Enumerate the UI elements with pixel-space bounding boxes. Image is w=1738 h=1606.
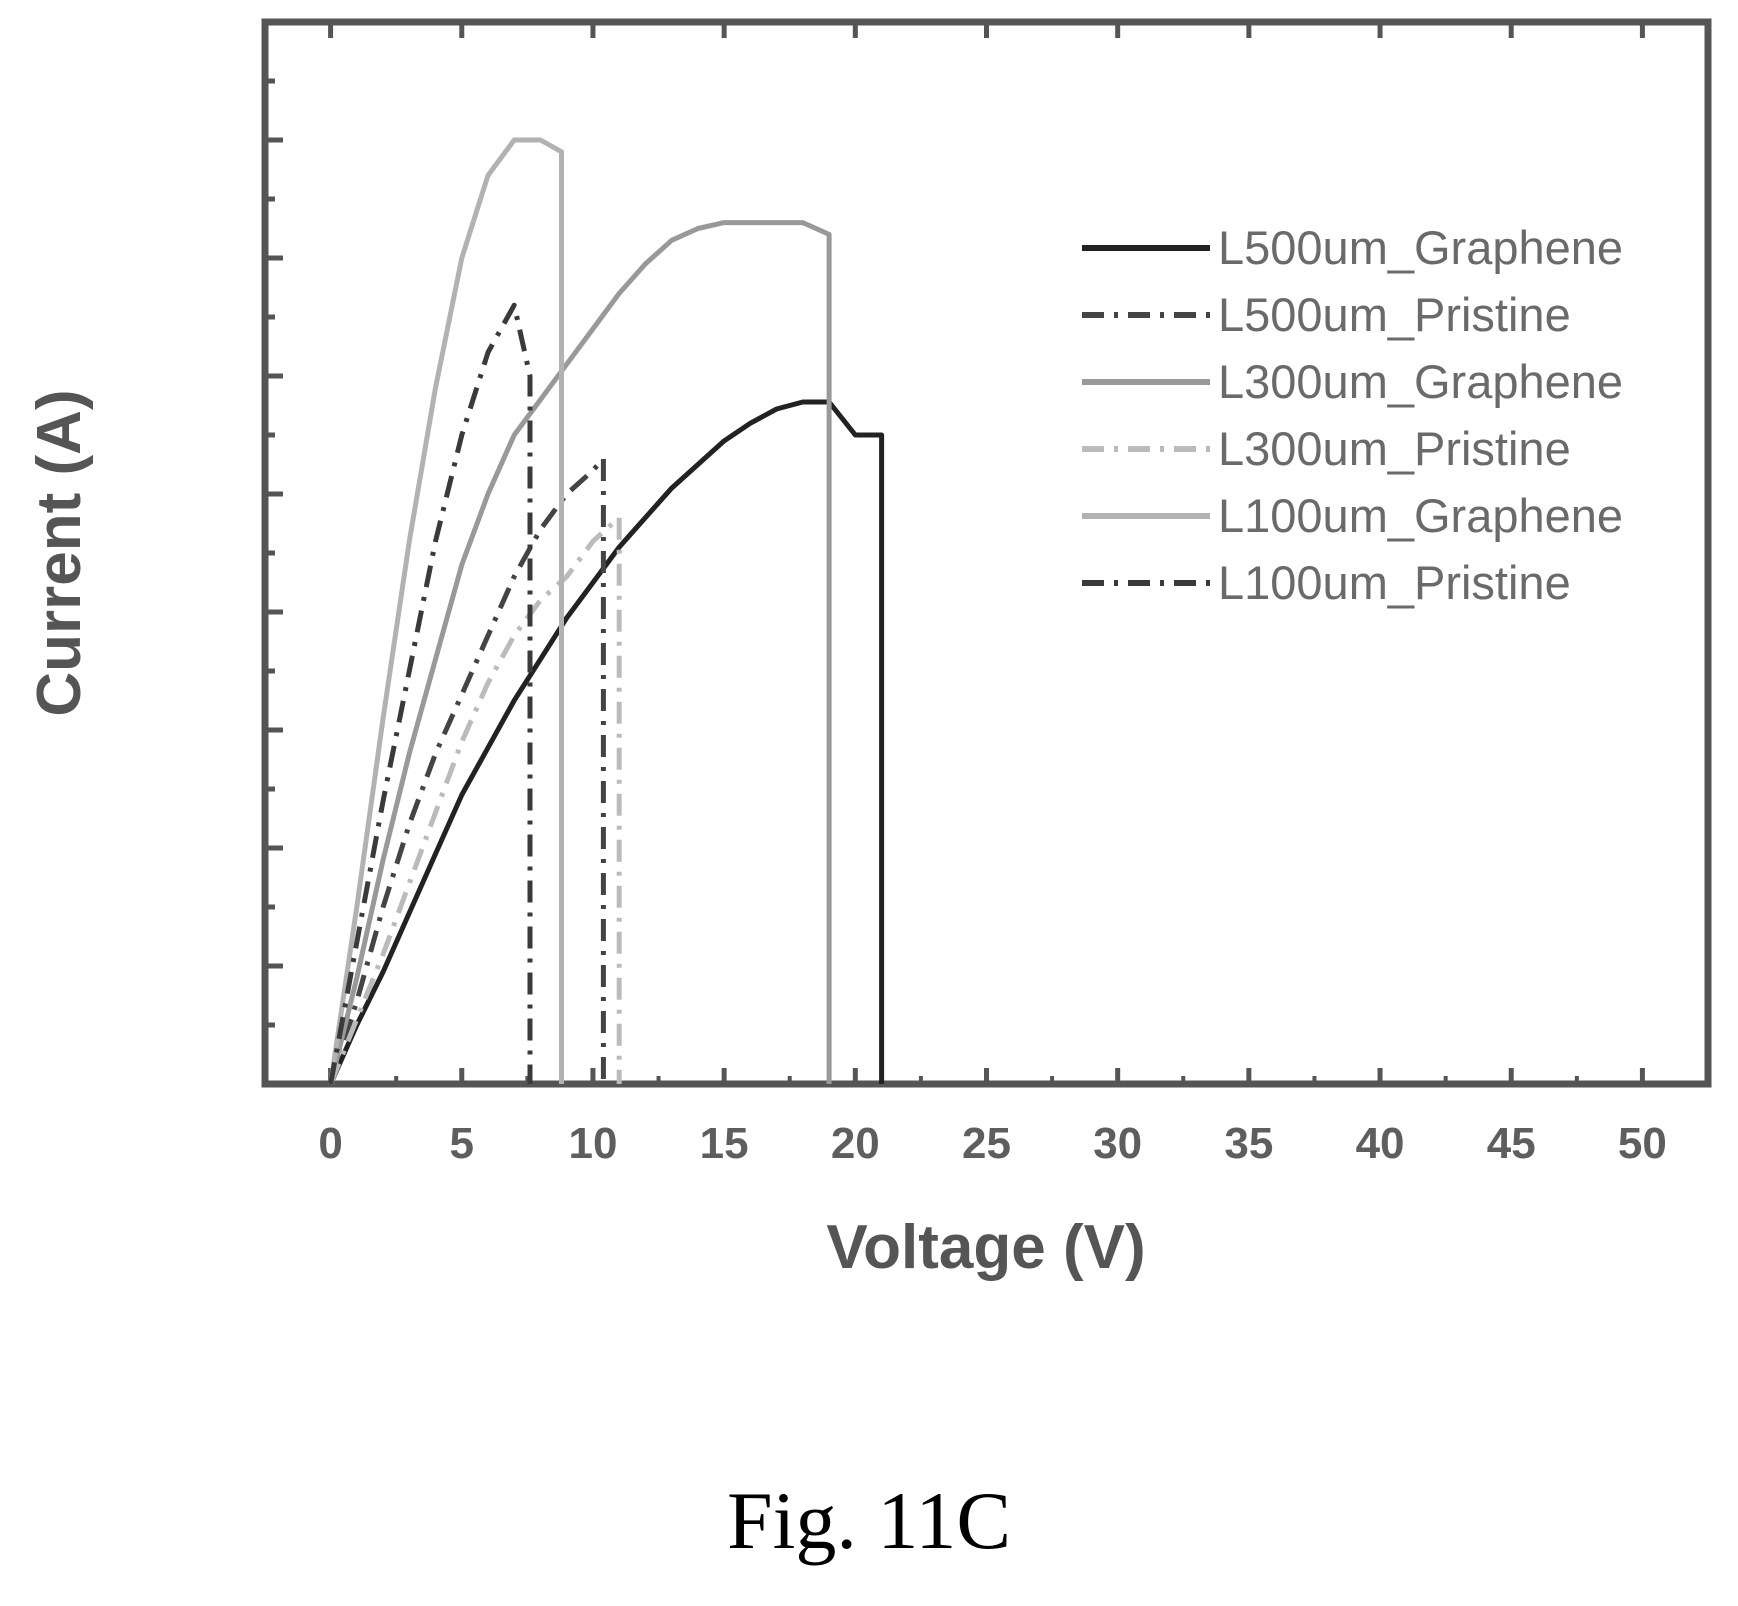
series-line-5 [328,302,533,1085]
series-line-0 [328,399,885,1086]
series-layer [328,137,885,1086]
legend-label-2: L300um_Graphene [1218,355,1623,408]
x-tick-label-40: 40 [1356,1119,1405,1168]
series-line-1 [328,456,606,1085]
x-tick-label-50: 50 [1618,1119,1667,1168]
chart-area: 0 5 10 15 20 25 30 35 40 45 50 L500um_GrapheneL500… [261,18,1712,1168]
series-line-4 [328,137,564,1085]
plot-frame [261,18,1712,1088]
legend-label-5: L100um_Pristine [1218,556,1571,609]
x-tick-label-25: 25 [962,1119,1011,1168]
legend-label-1: L500um_Pristine [1218,288,1571,341]
x-axis-tick-labels: 0 5 10 15 20 25 30 35 40 45 50 [318,1119,1667,1168]
x-axis-title: Voltage (V) [826,1213,1145,1282]
x-tick-label-15: 15 [700,1119,749,1168]
x-tick-label-35: 35 [1224,1119,1273,1168]
x-tick-label-30: 30 [1093,1119,1142,1168]
y-axis-title: Current (A) [25,389,94,716]
x-tick-label-20: 20 [831,1119,880,1168]
x-tick-label-10: 10 [568,1119,617,1168]
y-axis-ticks [265,78,283,1028]
x-tick-label-0: 0 [318,1119,342,1168]
legend: L500um_Graphene L500um_Pristine L300um_Gra… [1082,221,1623,609]
series-line-3 [328,515,622,1085]
x-tick-label-45: 45 [1487,1119,1536,1168]
figure-caption: Fig. 11C [727,1475,1011,1566]
legend-label-4: L100um_Graphene [1218,489,1623,542]
legend-label-3: L300um_Pristine [1218,422,1571,475]
legend-label-0: L500um_Graphene [1218,221,1623,274]
x-axis-ticks [328,22,1645,1084]
series-line-2 [328,220,832,1085]
x-tick-label-5: 5 [450,1119,474,1168]
